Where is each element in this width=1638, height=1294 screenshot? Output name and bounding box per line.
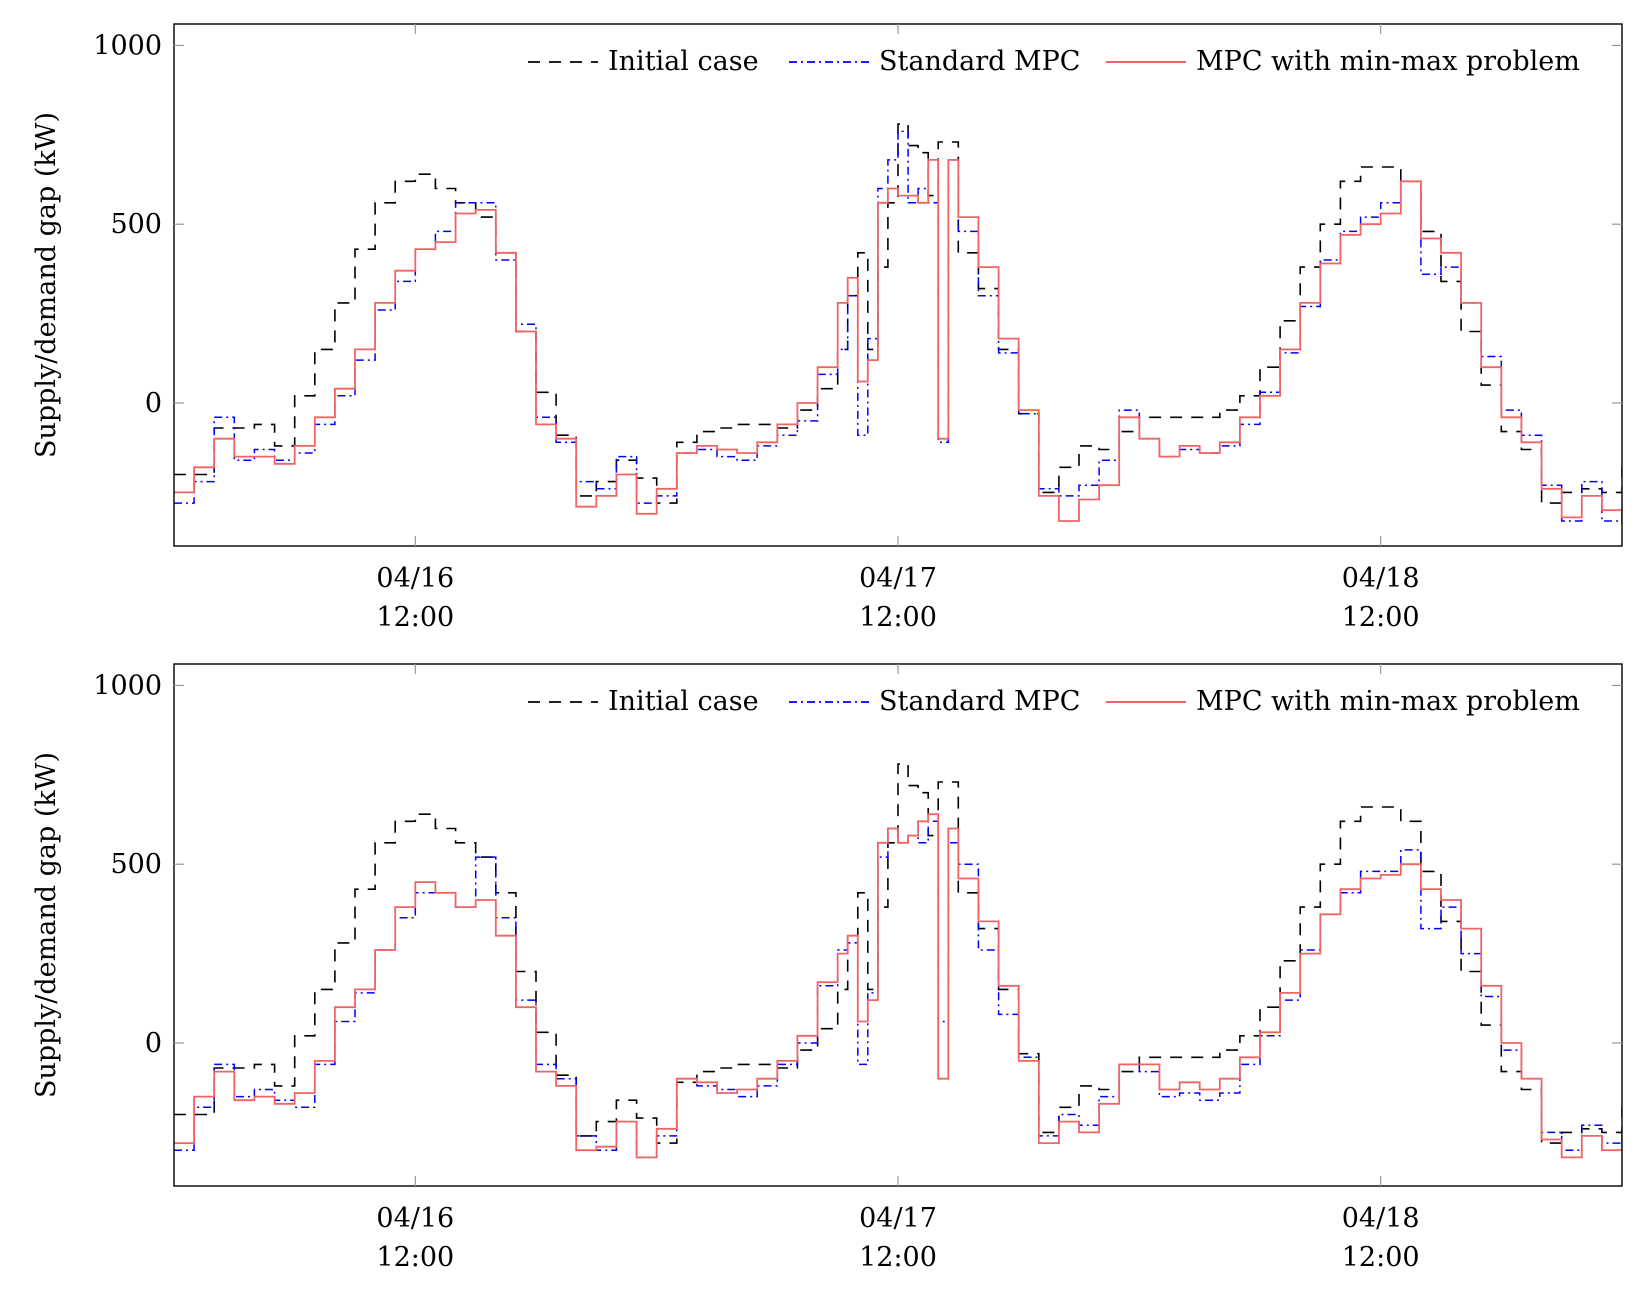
- y-tick-label: 500: [110, 209, 162, 240]
- series-line-solid-1: [174, 159, 1622, 525]
- legend-label: MPC with min-max problem: [1196, 686, 1580, 717]
- series-line-dashdot-1: [174, 130, 1622, 522]
- plot-frame-2: [173, 663, 1623, 1187]
- series-line-solid-2: [174, 813, 1622, 1159]
- x-tick-label-time: 12:00: [1342, 1242, 1420, 1273]
- x-tick-label-time: 12:00: [1342, 602, 1420, 633]
- legend-label: Initial case: [608, 46, 759, 77]
- legend-label: Standard MPC: [879, 46, 1080, 77]
- x-tick-label-date: 04/16: [376, 1203, 454, 1234]
- x-tick-label-date: 04/17: [859, 1203, 937, 1234]
- legend-2: Initial case Standard MPC MPC with min-max…: [528, 686, 1580, 717]
- x-tick-label-time: 12:00: [376, 1242, 454, 1273]
- x-tick-label-date: 04/18: [1342, 563, 1420, 594]
- x-tick-label-date: 04/16: [376, 563, 454, 594]
- y-tick-label: 1000: [93, 30, 162, 61]
- series-line-dashdot-2: [174, 820, 1622, 1159]
- chart-panel-2: 0 500 1000 04/16 12:00 04/17 12:00 04/18 12:00 Su…: [31, 663, 1623, 1273]
- legend-1: Initial case Standard MPC MPC with min-max…: [528, 46, 1580, 77]
- chart-panel-1: 0 500 1000 04/16 12:00 04/17 12:00 04/18 12:00 Su…: [31, 23, 1623, 633]
- series-line-dashed-1: [174, 123, 1622, 504]
- y-tick-label: 0: [145, 388, 162, 419]
- y-axis-label: Supply/demand gap (kW): [31, 112, 62, 458]
- legend-label: Initial case: [608, 686, 759, 717]
- plot-frame-1: [173, 23, 1623, 547]
- x-tick-label-date: 04/18: [1342, 1203, 1420, 1234]
- x-tick-label-time: 12:00: [859, 602, 937, 633]
- x-tick-label-time: 12:00: [859, 1242, 937, 1273]
- x-tick-label-date: 04/17: [859, 563, 937, 594]
- y-axis-label: Supply/demand gap (kW): [31, 752, 62, 1098]
- legend-label: Standard MPC: [879, 686, 1080, 717]
- legend-label: MPC with min-max problem: [1196, 46, 1580, 77]
- y-tick-label: 500: [110, 849, 162, 880]
- y-tick-label: 1000: [93, 670, 162, 701]
- series-line-dashed-2: [174, 763, 1622, 1144]
- x-tick-label-time: 12:00: [376, 602, 454, 633]
- y-tick-label: 0: [145, 1028, 162, 1059]
